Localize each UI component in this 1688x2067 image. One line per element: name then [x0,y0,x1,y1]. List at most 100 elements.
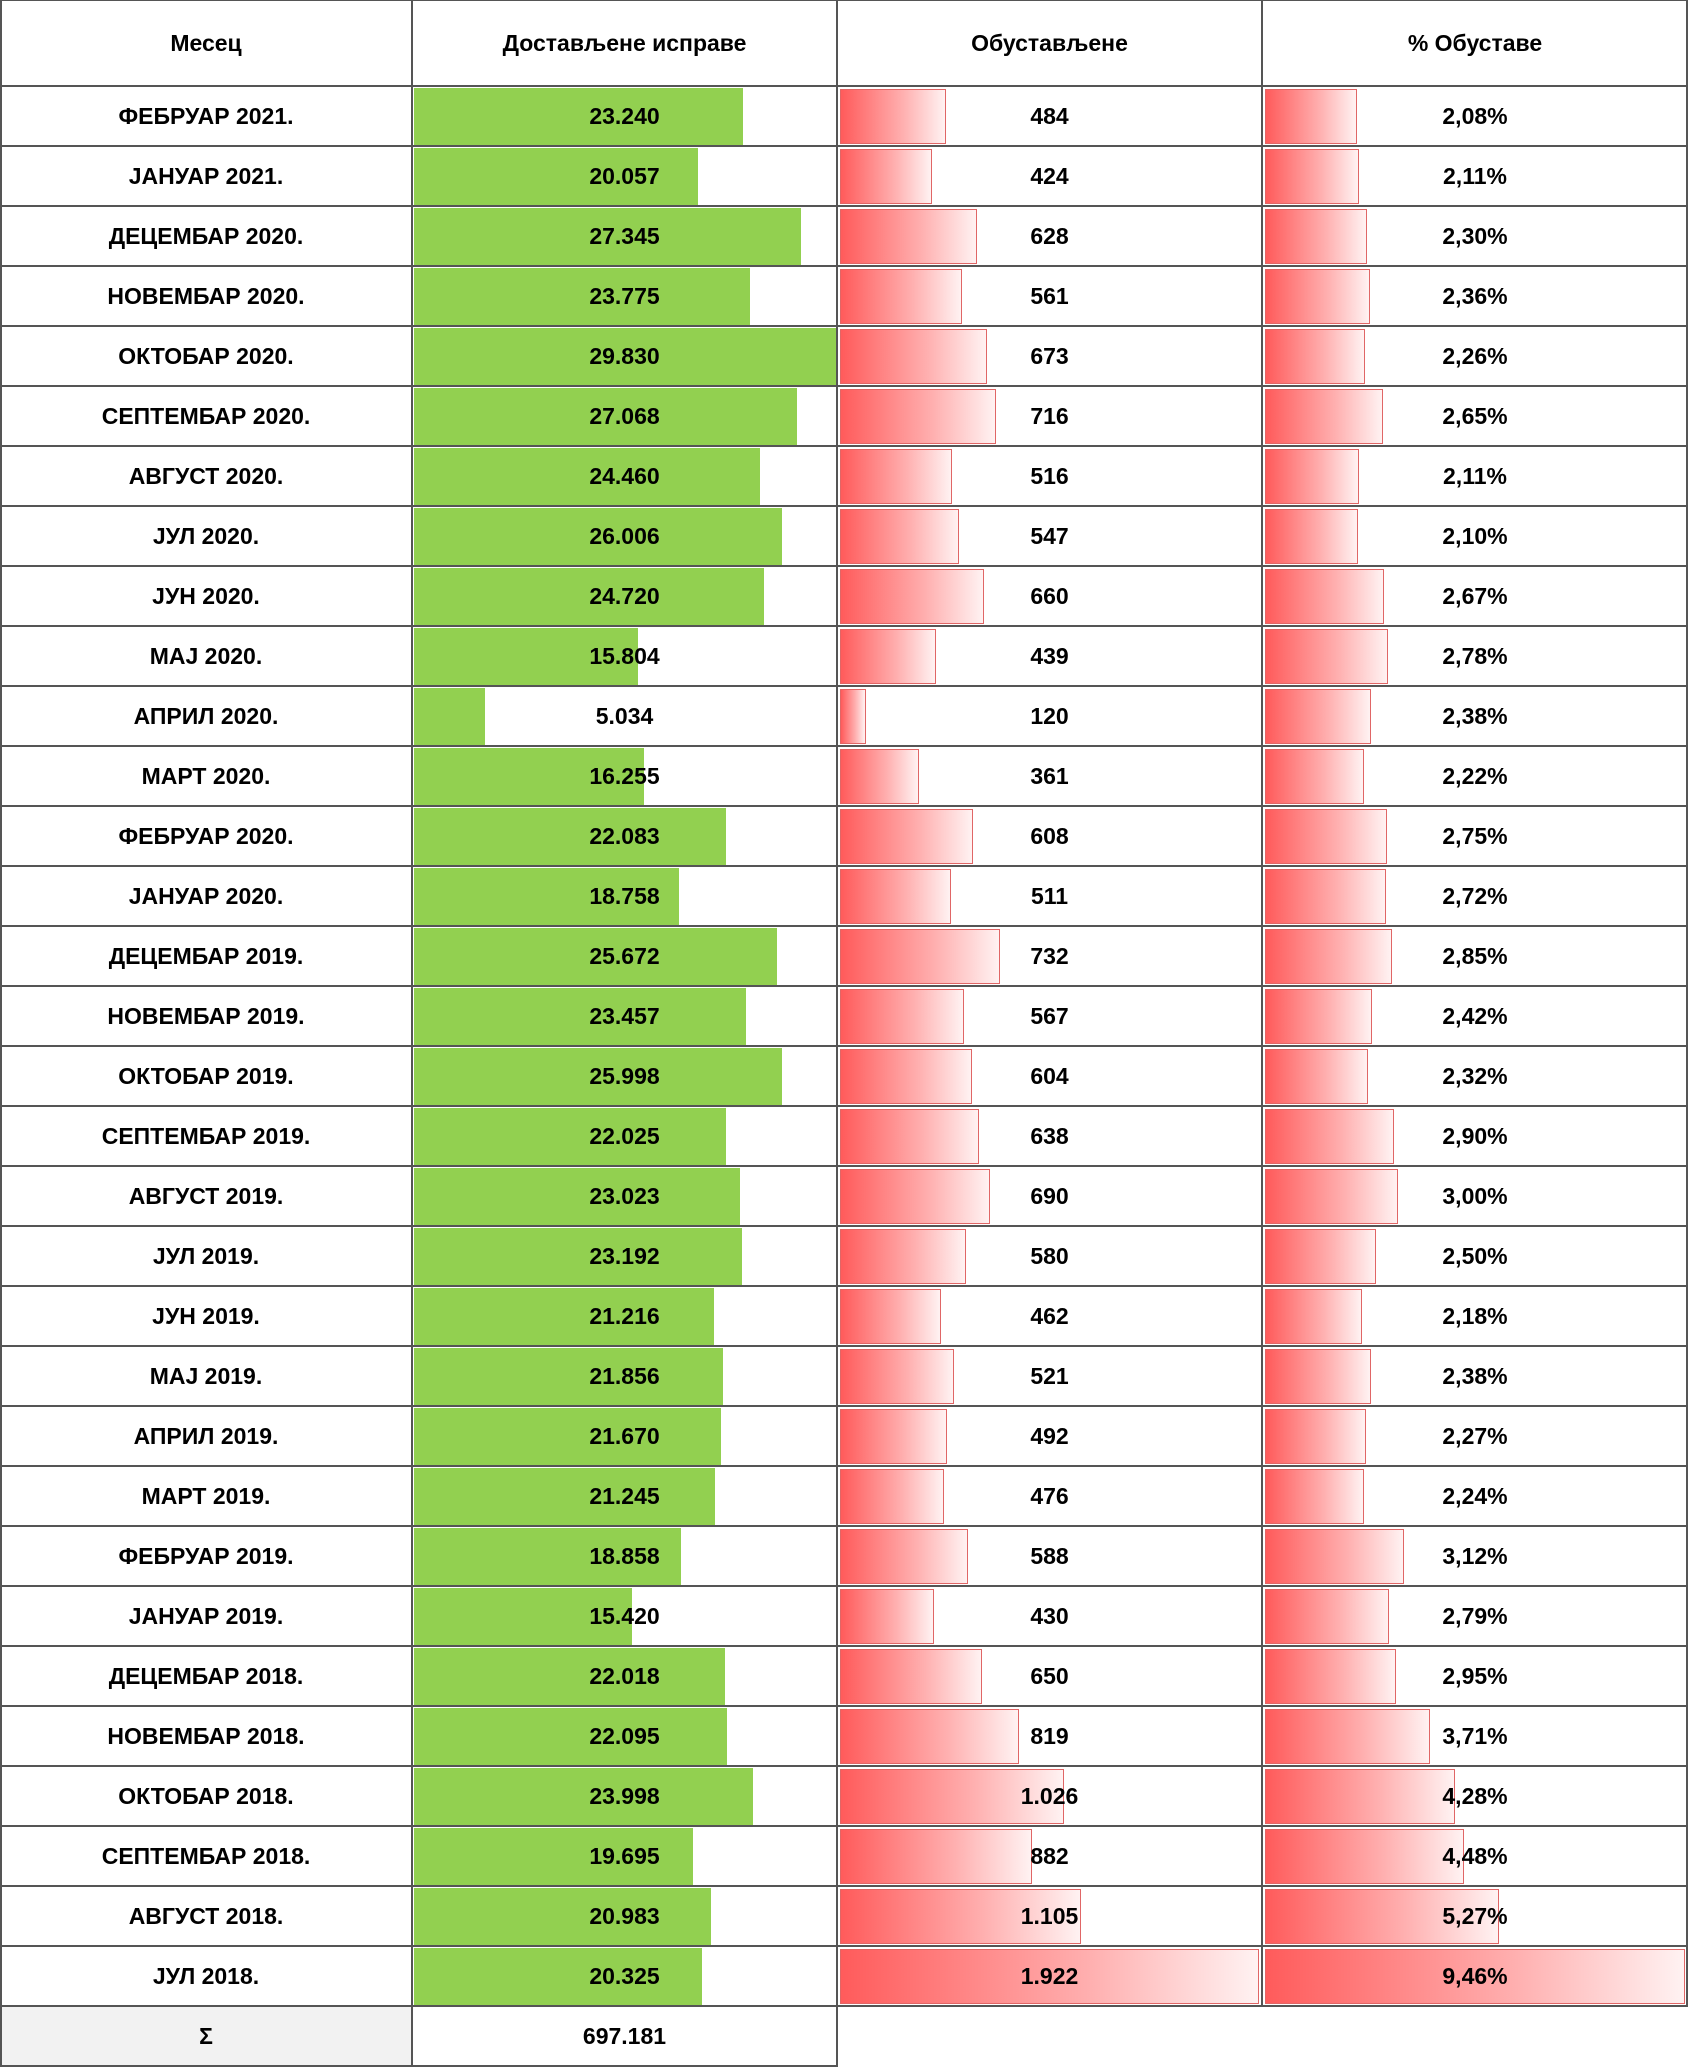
suspended-value: 1.922 [1020,1963,1079,1989]
suspended-bar [840,1469,944,1524]
percent-bar [1265,689,1371,744]
grid-line-h [0,325,1688,327]
delivered-bar [414,1408,721,1465]
delivered-value: 16.255 [589,763,660,789]
grid-line-h [0,1165,1688,1167]
suspended-value: 476 [1030,1483,1069,1509]
delivered-bar [414,1468,715,1525]
percent-value: 2,22% [1442,763,1508,789]
grid-line-h [0,445,1688,447]
suspended-bar [840,629,936,684]
suspended-bar [840,749,919,804]
month-label: МАЈ 2020. [149,643,263,669]
delivered-bar [414,1108,726,1165]
suspended-value: 462 [1030,1303,1069,1329]
percent-value: 2,72% [1442,883,1508,909]
percent-value: 4,48% [1442,1843,1508,1869]
suspended-value: 361 [1030,763,1069,789]
month-label: ЈУН 2020. [152,583,260,609]
delivered-bar [414,508,782,565]
suspended-value: 819 [1030,1723,1069,1749]
delivered-bar [414,1708,727,1765]
delivered-bar [414,1528,681,1585]
percent-bar [1265,1349,1371,1404]
month-label: JАНУАР 2020. [128,883,284,909]
percent-bar [1265,269,1370,324]
delivered-bar [414,1228,743,1285]
grid-line-h [0,1885,1688,1887]
delivered-value: 22.018 [589,1663,660,1689]
month-label: ДЕЦЕМБАР 2020. [108,223,304,249]
percent-value: 2,65% [1442,403,1508,429]
percent-value: 2,24% [1442,1483,1508,1509]
grid-line-h [0,925,1688,927]
delivered-value: 25.998 [589,1063,660,1089]
suspended-bar [840,689,867,744]
delivered-bar [414,1048,782,1105]
percent-value: 2,85% [1442,943,1508,969]
percent-bar [1265,329,1366,384]
delivered-value: 5.034 [595,703,654,729]
percent-bar [1265,1469,1365,1524]
total-label: Σ [199,2023,213,2049]
grid-line-bottom [0,2065,838,2067]
grid-line-h [0,1765,1688,1767]
suspended-value: 673 [1030,343,1069,369]
delivered-value: 21.856 [589,1363,660,1389]
grid-line-h [0,1825,1688,1827]
delivered-value: 27.068 [589,403,660,429]
suspended-bar [840,569,984,624]
header-delivered: Достављене исправе [502,30,747,56]
suspended-bar [840,329,987,384]
suspended-value: 511 [1030,883,1069,909]
suspended-bar [840,1049,972,1104]
grid-line-h [0,985,1688,987]
delivered-value: 23.775 [589,283,660,309]
grid-line-h [0,145,1688,147]
percent-value: 2,78% [1442,643,1508,669]
grid-line-h [0,265,1688,267]
grid-line-h [0,565,1688,567]
suspended-bar [840,989,964,1044]
suspended-bar [840,209,977,264]
percent-value: 3,71% [1442,1723,1508,1749]
grid-line-v [1261,0,1263,2007]
percent-value: 3,12% [1442,1543,1508,1569]
delivered-bar [414,1348,724,1405]
month-label: ЈУЛ 2020. [152,523,260,549]
delivered-value: 24.460 [589,463,660,489]
delivered-bar [414,328,836,385]
suspended-bar [840,1649,982,1704]
grid-line-v [411,0,413,2067]
month-label: ОКТОБАР 2020. [118,343,294,369]
header-month: Месец [170,30,242,56]
delivered-bar [414,388,797,445]
month-label: МАРТ 2019. [141,1483,271,1509]
percent-value: 2,67% [1442,583,1508,609]
percent-bar [1265,869,1386,924]
percent-value: 2,50% [1442,1243,1508,1269]
suspended-value: 604 [1030,1063,1069,1089]
suspended-bar [840,449,953,504]
grid-line-h [0,1045,1688,1047]
delivered-value: 20.057 [589,163,660,189]
header-suspended: Обустављене [971,30,1128,56]
grid-line-h [0,1645,1688,1647]
month-label: АПРИЛ 2019. [133,1423,279,1449]
delivered-bar [414,1588,633,1645]
delivered-bar [414,1288,715,1345]
percent-bar [1265,809,1388,864]
delivered-bar [414,1768,754,1825]
header-percent: % Обуставе [1407,30,1543,56]
delivered-value: 15.804 [589,643,660,669]
grid-line-h [0,2005,1688,2007]
suspended-value: 567 [1030,1003,1069,1029]
suspended-value: 660 [1030,583,1069,609]
percent-value: 2,75% [1442,823,1508,849]
percent-value: 2,36% [1442,283,1508,309]
percent-value: 5,27% [1442,1903,1508,1929]
grid-line-h [0,1585,1688,1587]
percent-bar [1265,1169,1399,1224]
grid-line-h [0,0,1688,1]
delivered-bar [414,988,746,1045]
